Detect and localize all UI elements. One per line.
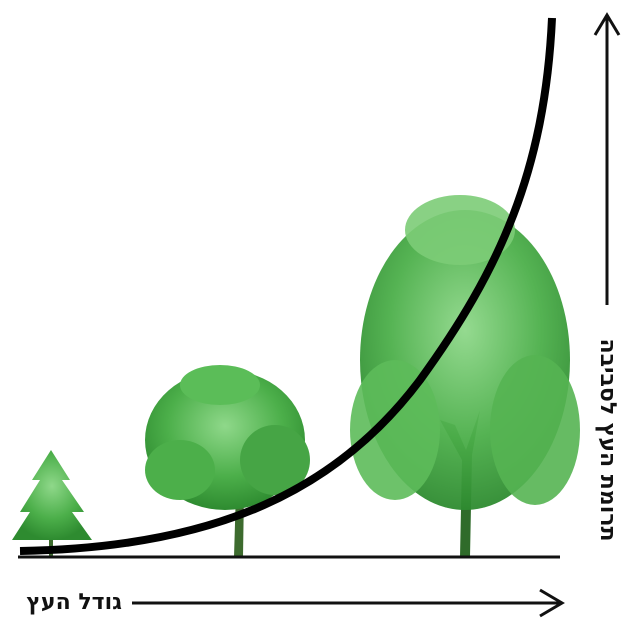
y-axis-label: תרומת העץ לסביבה <box>595 338 620 541</box>
x-axis-label: גודל העץ <box>26 590 122 615</box>
large-tree <box>350 195 580 557</box>
small-tree <box>12 450 92 557</box>
y-axis-arrow <box>593 12 621 305</box>
growth-curve <box>19 17 556 555</box>
medium-tree <box>145 365 310 557</box>
x-axis-arrow <box>132 588 565 618</box>
